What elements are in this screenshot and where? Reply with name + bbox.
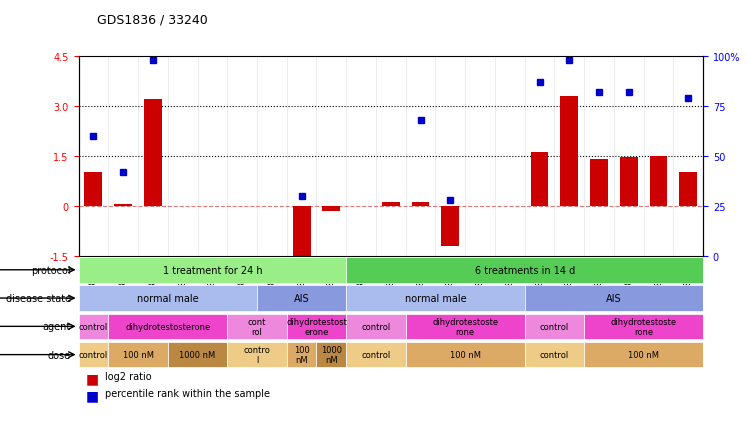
Text: control: control (79, 322, 108, 331)
Text: dihydrotestost
erone: dihydrotestost erone (286, 317, 347, 336)
FancyBboxPatch shape (584, 314, 703, 339)
Bar (530, 153, 548, 206)
Text: 100 nM: 100 nM (450, 350, 481, 359)
FancyBboxPatch shape (405, 342, 524, 368)
Bar (441, 206, 459, 246)
Text: dihydrotestosterone: dihydrotestosterone (125, 322, 210, 331)
Bar (649, 156, 667, 206)
Bar (85, 173, 102, 206)
FancyBboxPatch shape (227, 342, 286, 368)
FancyBboxPatch shape (168, 342, 227, 368)
Text: 100 nM: 100 nM (628, 350, 659, 359)
FancyBboxPatch shape (286, 342, 316, 368)
Text: 1 treatment for 24 h: 1 treatment for 24 h (162, 265, 263, 275)
FancyBboxPatch shape (227, 314, 286, 339)
Text: AIS: AIS (606, 293, 622, 303)
FancyBboxPatch shape (405, 314, 524, 339)
Bar (144, 100, 162, 206)
Text: disease state: disease state (6, 293, 71, 303)
Bar (411, 203, 429, 206)
FancyBboxPatch shape (346, 342, 405, 368)
Text: control: control (79, 350, 108, 359)
Text: protocol: protocol (31, 265, 71, 275)
FancyBboxPatch shape (79, 257, 346, 283)
Text: normal male: normal male (137, 293, 198, 303)
FancyBboxPatch shape (584, 342, 703, 368)
Text: 1000 nM: 1000 nM (180, 350, 215, 359)
Text: ■: ■ (86, 371, 99, 385)
FancyBboxPatch shape (79, 286, 257, 311)
Text: percentile rank within the sample: percentile rank within the sample (105, 388, 270, 398)
Bar (560, 96, 578, 206)
Text: 6 treatments in 14 d: 6 treatments in 14 d (474, 265, 574, 275)
Text: normal male: normal male (405, 293, 466, 303)
FancyBboxPatch shape (346, 314, 405, 339)
Text: 1000
nM: 1000 nM (321, 345, 342, 365)
Text: control: control (540, 322, 569, 331)
FancyBboxPatch shape (108, 342, 168, 368)
Text: dose: dose (48, 350, 71, 360)
Bar (292, 206, 310, 260)
FancyBboxPatch shape (316, 342, 346, 368)
Text: ■: ■ (86, 388, 99, 402)
Text: contro
l: contro l (244, 345, 271, 365)
Text: AIS: AIS (294, 293, 310, 303)
Bar (620, 158, 638, 206)
FancyBboxPatch shape (108, 314, 227, 339)
Text: log2 ratio: log2 ratio (105, 371, 151, 381)
Bar (590, 160, 608, 206)
Text: GDS1836 / 33240: GDS1836 / 33240 (97, 13, 208, 26)
Bar (382, 203, 399, 206)
Text: control: control (361, 322, 390, 331)
Text: 100
nM: 100 nM (294, 345, 310, 365)
Bar (679, 173, 697, 206)
FancyBboxPatch shape (257, 286, 346, 311)
Text: cont
rol: cont rol (248, 317, 266, 336)
Text: control: control (540, 350, 569, 359)
FancyBboxPatch shape (524, 314, 584, 339)
Bar (114, 204, 132, 206)
FancyBboxPatch shape (346, 257, 703, 283)
Text: 100 nM: 100 nM (123, 350, 153, 359)
Text: dihydrotestoste
rone: dihydrotestoste rone (610, 317, 677, 336)
FancyBboxPatch shape (524, 342, 584, 368)
Text: agent: agent (43, 322, 71, 332)
Bar (322, 206, 340, 211)
FancyBboxPatch shape (524, 286, 703, 311)
FancyBboxPatch shape (79, 342, 108, 368)
FancyBboxPatch shape (79, 314, 108, 339)
FancyBboxPatch shape (286, 314, 346, 339)
Text: dihydrotestoste
rone: dihydrotestoste rone (432, 317, 498, 336)
Text: control: control (361, 350, 390, 359)
FancyBboxPatch shape (346, 286, 524, 311)
